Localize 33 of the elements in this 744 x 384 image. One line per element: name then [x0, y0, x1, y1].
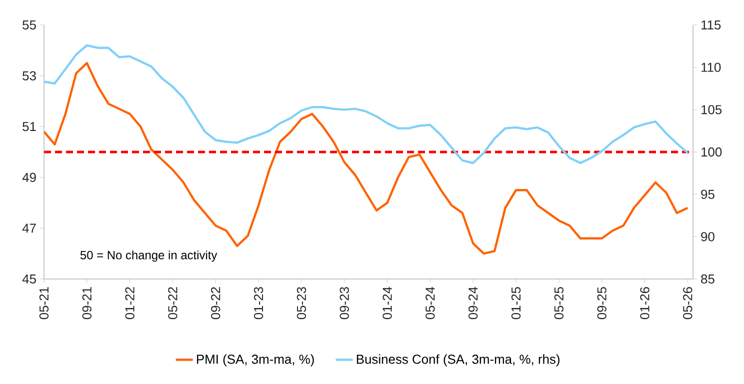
y2-tick-label: 110: [702, 62, 721, 72]
y2-tick-label: 85: [701, 274, 714, 284]
x-tick-label: 09-21: [82, 287, 92, 320]
x-tick-label: 01-22: [125, 287, 134, 320]
x-tick-label: 01-23: [254, 287, 264, 320]
legend-label: PMI (SA, 3m-ma, %): [197, 354, 314, 366]
y2-tick-label: 115: [702, 20, 721, 30]
y-tick-label: 55: [22, 20, 36, 30]
x-tick-label: 05-21: [39, 287, 49, 320]
y-tick-label: 53: [22, 71, 36, 80]
y-tick-label: 47: [22, 224, 36, 233]
x-tick-label: 05-26: [683, 287, 692, 320]
y2-tick-label: 90: [701, 232, 714, 242]
legend-label: Business Conf (SA, 3m-ma, %, rhs): [356, 354, 560, 366]
x-tick-label: 01-26: [640, 287, 650, 320]
y-tick-label: 45: [22, 274, 36, 284]
x-tick-label: 01-25: [511, 287, 521, 320]
x-tick-label: 09-24: [468, 286, 478, 320]
x-tick-label: 05-22: [168, 287, 178, 320]
x-tick-label: 09-25: [597, 287, 606, 320]
x-tick-label: 01-24: [382, 286, 392, 320]
y2-tick-label: 105: [702, 105, 722, 114]
y-tick-label: 49: [22, 172, 36, 182]
y2-tick-label: 100: [702, 147, 722, 157]
x-tick-label: 05-23: [296, 287, 306, 320]
y-tick-label: 51: [22, 122, 36, 132]
y2-tick-label: 95: [701, 190, 714, 199]
line-series: [44, 44, 689, 164]
x-tick-label: 09-22: [211, 287, 220, 320]
x-tick-label: 05-24: [426, 286, 435, 320]
x-tick-label: 09-23: [340, 287, 349, 320]
annotation: 50 = No change in activity: [80, 250, 218, 262]
x-tick-label: 05-25: [554, 287, 564, 320]
